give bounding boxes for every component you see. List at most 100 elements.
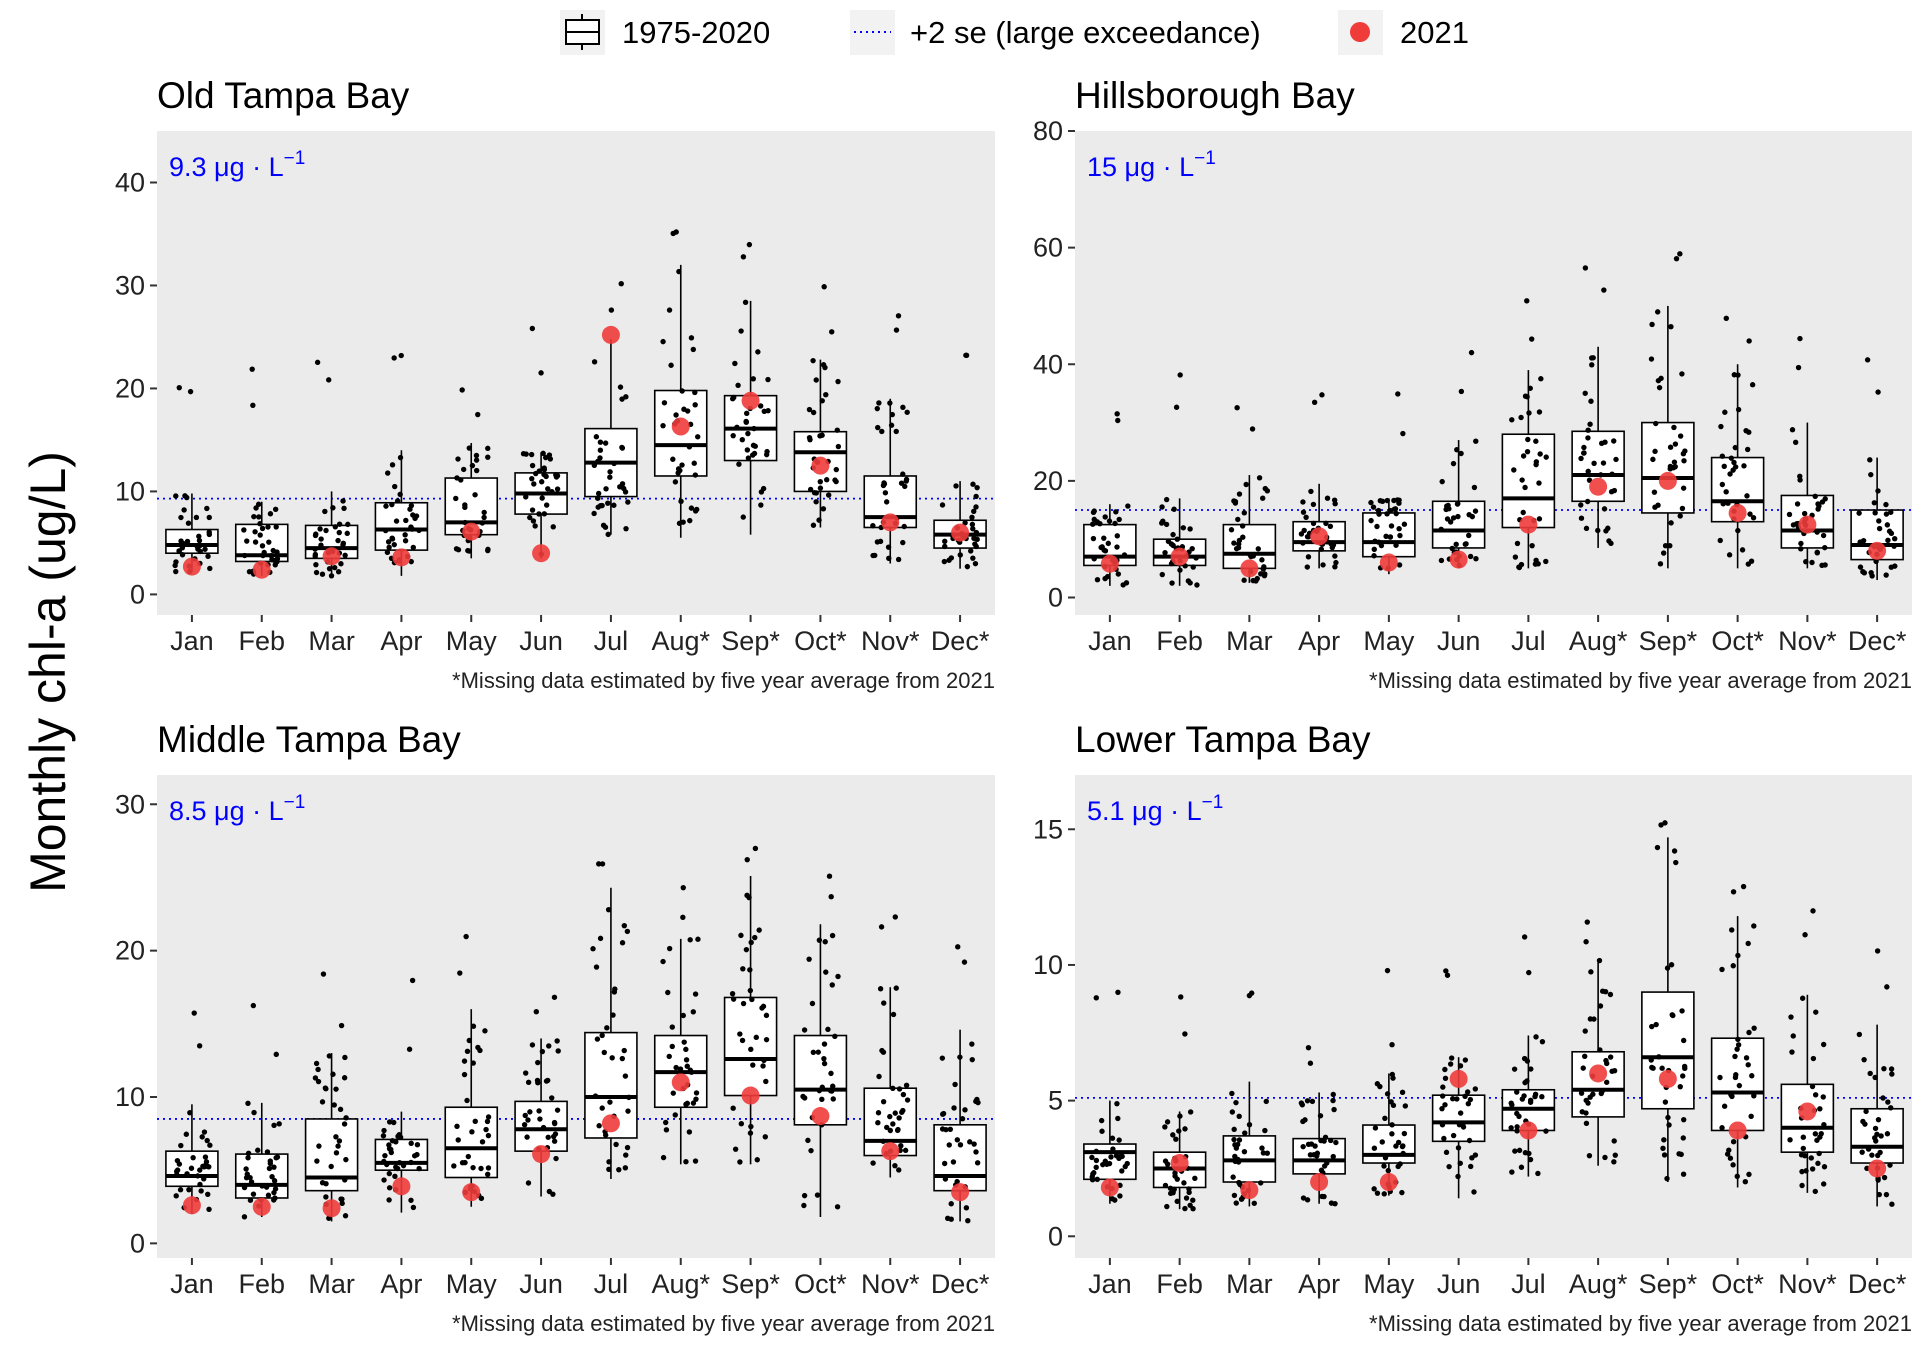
- observation-point: [606, 1159, 612, 1165]
- observation-point: [830, 1083, 836, 1089]
- point-2021: [601, 1114, 620, 1133]
- observation-point: [763, 1078, 769, 1085]
- observation-point: [1597, 1003, 1604, 1009]
- observation-point: [951, 1105, 957, 1111]
- y-tick-label: 20: [115, 936, 145, 966]
- observation-point: [469, 1129, 475, 1135]
- observation-point: [887, 1113, 893, 1120]
- observation-point: [748, 1123, 754, 1130]
- observation-point: [408, 1159, 414, 1166]
- observation-point: [1163, 521, 1170, 528]
- observation-point: [527, 514, 533, 521]
- x-tick-label: Apr: [1298, 626, 1340, 656]
- observation-point: [332, 524, 339, 530]
- observation-point: [1790, 1033, 1796, 1039]
- box-Aug: [653, 229, 708, 538]
- observation-point: [339, 1200, 345, 1207]
- observation-point: [1749, 382, 1756, 388]
- observation-point: [953, 483, 959, 489]
- observation-point: [1260, 566, 1267, 572]
- observation-point: [174, 1168, 180, 1175]
- observation-point: [1652, 448, 1658, 455]
- point-2021: [1868, 541, 1887, 560]
- observation-point: [397, 491, 403, 498]
- observation-point: [613, 1141, 619, 1148]
- x-tick-label: Apr: [1298, 1269, 1340, 1299]
- observation-point: [666, 307, 673, 313]
- observation-point: [1232, 1142, 1238, 1148]
- observation-point: [1524, 1078, 1530, 1084]
- observation-point: [1165, 538, 1172, 544]
- observation-point: [829, 932, 836, 939]
- observation-point: [939, 1055, 946, 1061]
- observation-point: [386, 1197, 392, 1203]
- observation-point: [481, 514, 487, 521]
- observation-point: [1822, 544, 1828, 551]
- observation-point: [1590, 355, 1596, 361]
- observation-point: [313, 569, 320, 576]
- x-tick-label: Dec*: [1848, 626, 1907, 656]
- observation-point: [203, 1159, 210, 1165]
- observation-point: [1533, 1034, 1539, 1040]
- threshold-label: 5.1 μg · L−1: [1087, 792, 1223, 826]
- observation-point: [1602, 1154, 1608, 1161]
- observation-point: [1372, 1125, 1379, 1131]
- observation-point: [551, 1120, 558, 1127]
- box-Mar: [1222, 404, 1277, 584]
- observation-points: [870, 313, 910, 563]
- observation-point: [459, 1160, 466, 1166]
- observation-point: [1512, 1148, 1518, 1154]
- observation-point: [870, 522, 876, 529]
- observation-point: [676, 268, 682, 275]
- observation-point: [1679, 1008, 1685, 1014]
- observation-point: [754, 1157, 760, 1163]
- observation-point: [1397, 532, 1403, 539]
- observation-point: [181, 541, 187, 547]
- box-Jan: [165, 384, 219, 576]
- observation-point: [478, 1195, 485, 1202]
- observation-point: [832, 477, 838, 483]
- observation-point: [1399, 1189, 1405, 1196]
- observation-point: [1125, 503, 1131, 509]
- observation-point: [693, 1090, 700, 1096]
- observation-point: [345, 521, 351, 528]
- observation-point: [536, 1108, 542, 1114]
- observation-point: [619, 1055, 626, 1062]
- observation-point: [681, 1039, 687, 1045]
- point-2021: [1589, 1064, 1608, 1083]
- observation-point: [186, 1186, 192, 1193]
- observation-point: [178, 514, 184, 521]
- observation-point: [1871, 500, 1878, 506]
- observation-point: [177, 1187, 184, 1193]
- observation-point: [1230, 1174, 1236, 1180]
- observation-point: [946, 557, 952, 563]
- observation-point: [485, 1132, 492, 1139]
- observation-point: [597, 439, 604, 445]
- observation-point: [617, 484, 623, 490]
- box-Apr: [374, 977, 429, 1213]
- box-Sep: [723, 845, 778, 1165]
- observation-point: [1803, 558, 1809, 565]
- observation-point: [1876, 518, 1882, 524]
- observation-point: [611, 502, 617, 508]
- observation-point: [1857, 564, 1864, 570]
- observation-point: [1181, 1180, 1187, 1186]
- observation-point: [1439, 478, 1445, 485]
- observation-point: [1260, 495, 1266, 501]
- point-2021: [1379, 553, 1398, 572]
- observation-point: [1812, 1131, 1819, 1137]
- observation-point: [407, 506, 413, 512]
- observation-point: [1401, 1130, 1408, 1137]
- observation-point: [1171, 1186, 1177, 1193]
- observation-point: [245, 1100, 251, 1106]
- point-2021: [1240, 1181, 1259, 1200]
- observation-point: [684, 1100, 691, 1107]
- observation-point: [1580, 1065, 1586, 1071]
- observation-point: [893, 985, 899, 991]
- observation-point: [1304, 1197, 1311, 1203]
- observation-point: [691, 460, 697, 466]
- observation-point: [181, 507, 187, 513]
- observation-point: [1730, 1139, 1737, 1145]
- observation-point: [1440, 1084, 1446, 1090]
- observation-point: [1329, 544, 1336, 551]
